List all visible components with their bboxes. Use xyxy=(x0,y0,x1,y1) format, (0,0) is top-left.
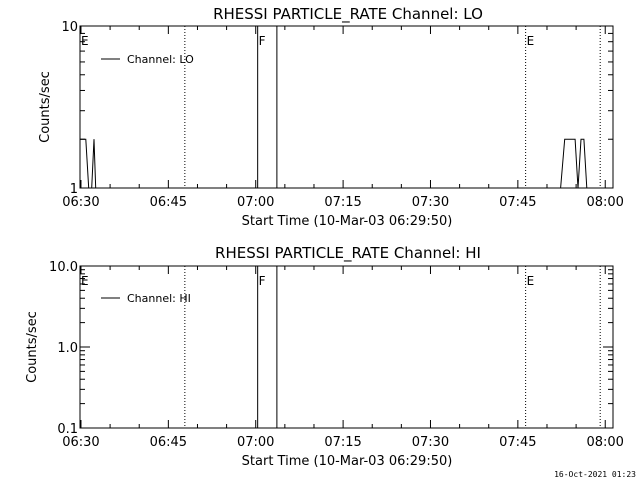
hi-y-tick-label: 10.0 xyxy=(49,260,78,275)
lo-event-marker-label: E xyxy=(81,34,89,48)
hi-y-tick-label: 1.0 xyxy=(57,341,78,356)
lo-x-tick-label: 06:30 xyxy=(62,195,99,210)
lo-legend-label: Channel: LO xyxy=(127,53,194,66)
lo-x-tick-label: 06:45 xyxy=(150,195,187,210)
hi-x-axis-label: Start Time (10-Mar-03 06:29:50) xyxy=(242,454,453,469)
hi-x-tick-label: 07:00 xyxy=(237,435,274,450)
hi-x-tick-label: 07:30 xyxy=(412,435,449,450)
hi-x-tick-label: 07:45 xyxy=(499,435,536,450)
hi-x-tick-label: 06:30 xyxy=(62,435,99,450)
lo-y-axis-label: Counts/sec xyxy=(38,71,53,143)
hi-x-tick-label: 06:45 xyxy=(150,435,187,450)
lo-event-marker-label: E xyxy=(527,34,535,48)
lo-series-group xyxy=(80,138,588,189)
lo-y-axis: 1 10 xyxy=(61,20,613,197)
lo-event-marker-label: F xyxy=(259,34,266,48)
hi-chart-title: RHESSI PARTICLE_RATE Channel: HI xyxy=(215,244,481,263)
hi-y-axis: 0.1 1.0 10.0 xyxy=(49,260,613,437)
hi-x-tick-label: 08:00 xyxy=(586,435,623,450)
lo-y-tick-label: 1 xyxy=(70,182,78,197)
lo-y-tick-label: 10 xyxy=(61,20,78,35)
hi-event-marker-label: E xyxy=(81,274,89,288)
hi-channel-panel: RHESSI PARTICLE_RATE Channel: HI 06:30 06… xyxy=(25,244,624,469)
hi-event-marker-label: E xyxy=(527,274,535,288)
hi-x-tick-label: 07:15 xyxy=(324,435,361,450)
lo-x-tick-label: 07:30 xyxy=(412,195,449,210)
lo-x-tick-label: 07:15 xyxy=(324,195,361,210)
lo-series-line xyxy=(80,138,588,189)
hi-y-tick-label: 0.1 xyxy=(57,422,78,437)
footer-timestamp: 16-Oct-2021 01:23 xyxy=(554,470,636,479)
hi-legend-label: Channel: HI xyxy=(127,292,191,305)
hi-y-axis-label: Counts/sec xyxy=(25,311,40,383)
lo-x-tick-label: 08:00 xyxy=(586,195,623,210)
lo-chart-title: RHESSI PARTICLE_RATE Channel: LO xyxy=(213,5,483,24)
lo-x-axis: 06:30 06:45 07:00 07:15 07:30 07:45 08:00 xyxy=(62,26,624,210)
hi-x-axis: 06:30 06:45 07:00 07:15 07:30 07:45 08:00 xyxy=(62,266,624,450)
hi-event-marker-label: F xyxy=(259,274,266,288)
lo-channel-panel: RHESSI PARTICLE_RATE Channel: LO 06:30 06… xyxy=(38,5,624,229)
lo-x-axis-label: Start Time (10-Mar-03 06:29:50) xyxy=(242,214,453,229)
lo-x-tick-label: 07:00 xyxy=(237,195,274,210)
lo-x-tick-label: 07:45 xyxy=(499,195,536,210)
